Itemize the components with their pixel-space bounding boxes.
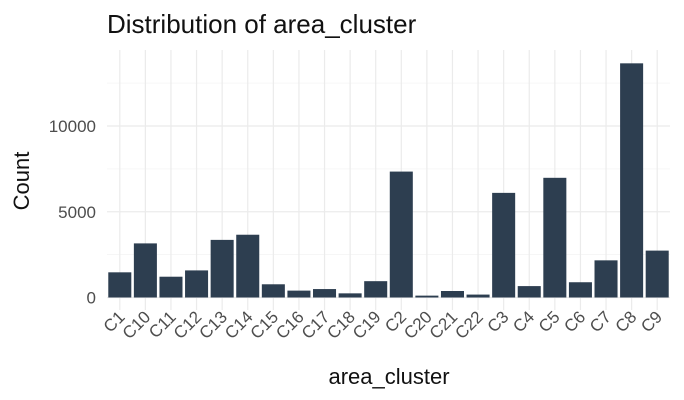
bar-C3: [492, 192, 516, 298]
bar-C9: [645, 250, 669, 298]
bar-C4: [517, 286, 541, 298]
x-tick-label: C8: [612, 307, 641, 336]
bar-C12: [185, 270, 209, 298]
bar-C7: [594, 260, 618, 298]
x-axis-title: area_cluster: [328, 364, 449, 389]
bar-C19: [364, 281, 388, 298]
bars: [108, 63, 669, 298]
x-tick-label: C7: [586, 307, 615, 336]
y-tick-label: 5000: [58, 203, 96, 222]
x-tick-label: C4: [509, 307, 538, 336]
bar-C20: [415, 295, 439, 298]
bar-C5: [543, 177, 567, 298]
x-tick-label: C3: [484, 307, 513, 336]
bar-C18: [338, 293, 362, 298]
bar-C10: [133, 243, 157, 298]
bar-C22: [466, 294, 490, 298]
bar-C13: [210, 239, 234, 298]
chart-title: Distribution of area_cluster: [107, 9, 417, 39]
x-tick-label: C9: [637, 307, 666, 336]
bar-C17: [313, 289, 337, 298]
x-tick-label: C5: [535, 307, 564, 336]
bar-C15: [261, 284, 285, 298]
x-tick-label: C19: [349, 307, 384, 342]
x-tick-label: C22: [451, 307, 486, 342]
bar-C21: [440, 291, 464, 298]
y-axis-title: Count: [9, 152, 34, 211]
x-axis-ticks: C1C10C11C12C13C14C15C16C17C18C19C2C20C21…: [100, 307, 666, 342]
y-axis-ticks: 0 5000 10000: [49, 117, 96, 308]
bar-C11: [159, 276, 183, 298]
bar-C1: [108, 272, 132, 298]
bar-C8: [620, 63, 644, 298]
bar-C14: [236, 234, 260, 298]
y-tick-label: 0: [87, 289, 96, 308]
bar-C6: [568, 282, 592, 298]
bar-C2: [389, 171, 413, 298]
x-tick-label: C6: [560, 307, 589, 336]
bar-C16: [287, 290, 311, 298]
y-tick-label: 10000: [49, 117, 96, 136]
